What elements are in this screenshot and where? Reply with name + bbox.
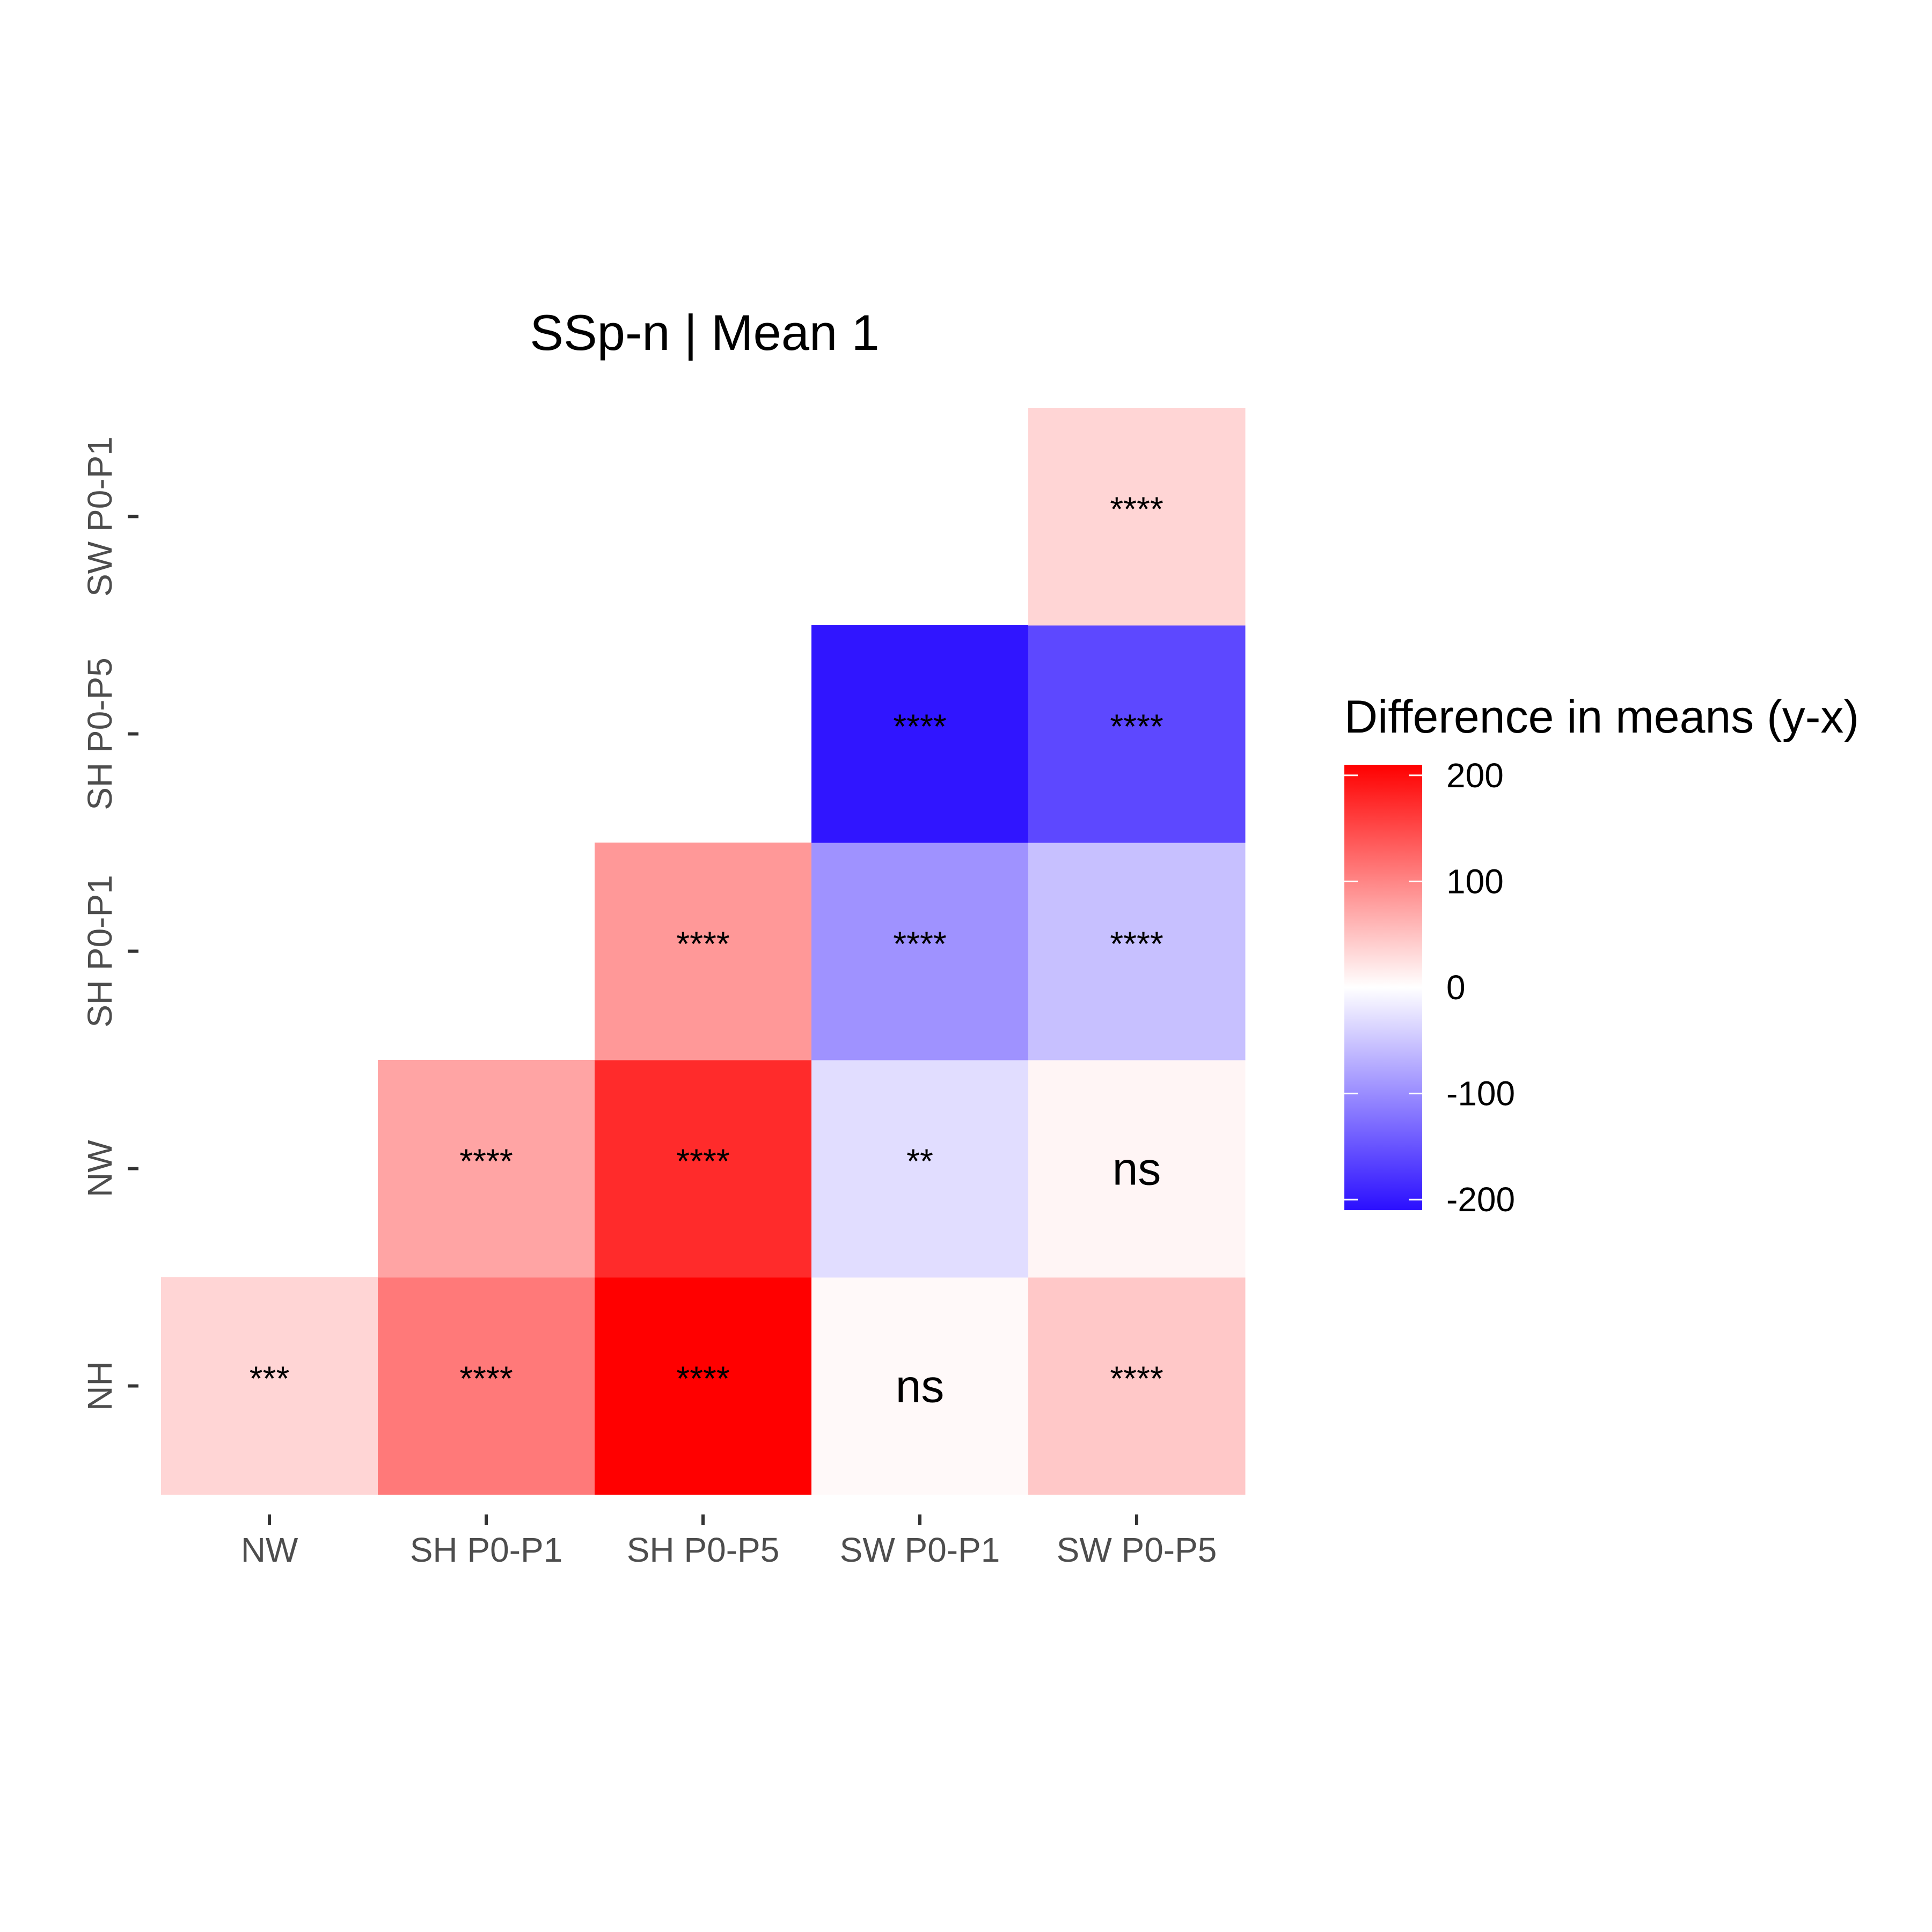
x-axis-tick-label: SH P0-P5 [627,1531,780,1569]
heatmap-cell [595,843,812,1060]
heatmap-cell [378,1060,595,1278]
cell-significance-label: **** [1110,707,1163,746]
cell-significance-label: *** [250,1359,290,1398]
legend-title: Difference in means (y-x) [1344,691,1859,743]
heatmap-cell [595,1277,812,1495]
x-axis-tick-label: SW P0-P1 [840,1531,1000,1569]
cell-significance-label: **** [1110,1359,1163,1398]
heatmap-cell [378,1277,595,1495]
chart-title: SSp-n | Mean 1 [530,304,879,361]
legend-tick-label: 100 [1446,862,1504,901]
y-axis-tick-label: NW [80,1140,119,1197]
cell-significance-label: ns [1113,1144,1161,1195]
legend-tick-label: 0 [1446,968,1466,1007]
heatmap-cell [811,1277,1029,1495]
heatmap-cell [811,843,1029,1060]
legend-tick-label: -200 [1446,1180,1515,1219]
heatmap-cell [811,1060,1029,1278]
y-axis-tick-label: SW P0-P1 [80,436,119,597]
cell-significance-label: **** [893,925,947,963]
cell-significance-label: **** [676,1142,730,1181]
cell-significance-label: **** [459,1359,513,1398]
x-axis-tick-label: SW P0-P5 [1057,1531,1217,1569]
legend: Difference in means (y-x) 200 100 0 -100 -20… [1344,691,1859,1219]
heatmap-cell [1028,1277,1246,1495]
cell-significance-label: ** [906,1142,933,1181]
y-axis: NH NW SH P0-P1 SH P0-P5 SW P0-P1 [80,436,138,1411]
heatmap-cell [1028,408,1246,626]
y-axis-tick-label: SH P0-P1 [80,875,119,1028]
cell-significance-label: **** [676,1359,730,1398]
legend-tick-label: 200 [1446,756,1504,795]
heatmap-cells: *** **** **** ns ******** **** ** ns**** **** ***… [161,408,1246,1495]
cell-significance-label: **** [893,707,947,746]
heatmap-cell [1028,1060,1246,1278]
legend-tick-label: -100 [1446,1074,1515,1113]
cell-significance-label: **** [676,925,730,963]
x-axis-tick-label: NW [241,1531,298,1569]
legend-ticks: 200 100 0 -100 -200 [1344,756,1515,1219]
heatmap-cell [1028,625,1246,843]
y-axis-tick-label: SH P0-P5 [80,657,119,810]
cell-significance-label: **** [1110,925,1163,963]
x-axis: NW SH P0-P1 SH P0-P5 SW P0-P1 SW P0-P5 [241,1514,1217,1569]
heatmap-cell [161,1277,378,1495]
x-axis-tick-label: SH P0-P1 [410,1531,563,1569]
cell-significance-label: **** [459,1142,513,1181]
cell-significance-label: **** [1110,490,1163,529]
cell-significance-label: ns [896,1361,945,1413]
heatmap-cell [811,625,1029,843]
y-axis-tick-label: NH [80,1361,119,1410]
heatmap-cell [595,1060,812,1278]
heatmap-cell [1028,843,1246,1060]
